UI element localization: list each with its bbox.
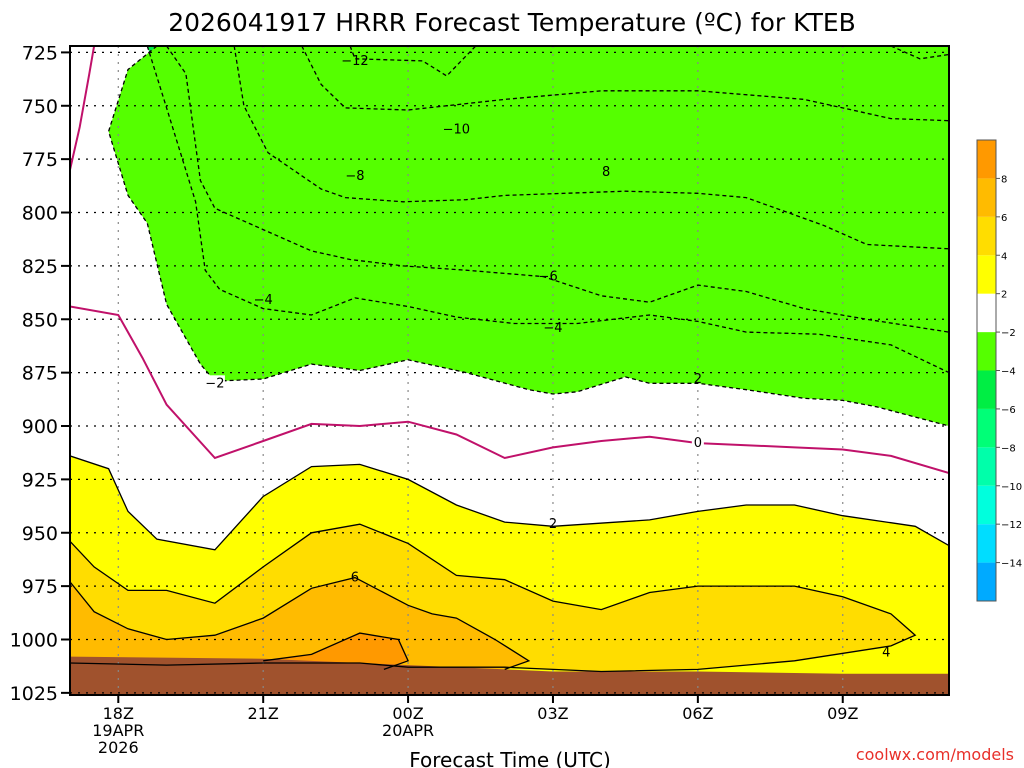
contour-line-4 (166, 46, 949, 333)
ground-layer (70, 656, 949, 695)
y-tick-label-3: 800 (22, 203, 58, 225)
colorbar-segment-8 (977, 255, 996, 294)
colorbar-label-6: −2 (1001, 328, 1016, 339)
credit-text: coolwx.com/models (856, 745, 1014, 764)
contour-lines (70, 46, 949, 673)
contour-labels: −12 −10 −8 8 −6 −4 −4 −2 2 0 2 6 4 (204, 54, 890, 660)
x-tick-sublabel-0-1: 2026 (98, 738, 139, 757)
y-tick-label-4: 825 (22, 256, 58, 278)
colorbar-label-7: 2 (1001, 290, 1007, 301)
contour-label-3: 8 (602, 165, 610, 180)
y-tick-label-8: 925 (22, 469, 58, 491)
colorbar-segment-4 (977, 408, 996, 448)
plot-frame (69, 45, 950, 696)
contour-line-7 (70, 46, 96, 171)
contour-label-10: 2 (549, 517, 557, 532)
colorbar-label-4: −6 (1001, 405, 1016, 416)
contour-line-3 (233, 46, 949, 250)
contour-label-11: 6 (351, 571, 359, 586)
y-tick-label-9: 950 (22, 523, 58, 545)
colorbar-segment-7 (977, 293, 996, 333)
contour-line-6 (107, 46, 949, 427)
colorbar-label-0: −14 (1001, 559, 1022, 570)
x-tick-label-0: 18Z (103, 704, 134, 723)
colorbar-label-8: 4 (1001, 251, 1007, 262)
contour-label-0: −12 (341, 54, 368, 69)
y-tick-label-7: 900 (22, 416, 58, 438)
contour-label-8: 2 (694, 372, 702, 387)
y-tick-label-5: 850 (22, 309, 58, 331)
x-tick-sublabel-0-0: 19APR (92, 721, 144, 740)
contour-label-bg-9 (691, 435, 704, 450)
contour-line-11 (70, 576, 531, 671)
colorbar-segment-10 (977, 178, 996, 217)
colorbar-label-10: 8 (1001, 174, 1007, 185)
colorbar-label-9: 6 (1001, 213, 1007, 224)
y-tick-label-6: 875 (22, 363, 58, 385)
contour-label-7: −2 (205, 376, 224, 391)
contour-label-6: −4 (543, 321, 562, 336)
contour-line-8 (70, 305, 949, 474)
contour-line-9 (70, 455, 949, 551)
contour-line-10 (70, 523, 917, 673)
colorbar-segment-3 (977, 447, 996, 486)
contour-line-5 (146, 46, 949, 374)
x-tick-label-5: 09Z (827, 704, 858, 723)
contour-line-2 (301, 46, 949, 122)
colorbar-label-2: −10 (1001, 482, 1022, 493)
colorbar-segment-1 (977, 524, 996, 563)
x-tick-label-1: 21Z (248, 704, 279, 723)
fill-region-9 (70, 577, 529, 670)
colorbar-segment-5 (977, 370, 996, 409)
x-axis-label: Forecast Time (UTC) (409, 748, 611, 768)
contour-label-9: 0 (694, 436, 702, 451)
contour-label-2: −8 (345, 169, 364, 184)
x-tick-sublabel-2-0: 20APR (382, 721, 434, 740)
contour-line-12 (263, 632, 409, 671)
ground-fill (70, 656, 949, 695)
y-axis: 725 750 775 800 825 850 875 900 925 950 975 1000 102… (10, 42, 70, 705)
contour-label-1: −10 (443, 122, 470, 137)
contour-label-5: −4 (254, 293, 273, 308)
colorbar-segment-2 (977, 485, 996, 525)
x-tick-label-4: 06Z (682, 704, 713, 723)
x-tick-label-3: 03Z (537, 704, 568, 723)
colorbar-segment-9 (977, 216, 996, 256)
x-tick-label-2: 00Z (392, 704, 423, 723)
y-tick-label-11: 1000 (10, 629, 58, 651)
contour-label-4: −6 (539, 270, 558, 285)
chart-title: 2026041917 HRRR Forecast Temperature (ºC… (168, 8, 856, 37)
colorbar: −14 −12 −10 −8 −6 −4 −2 2 4 6 8 (976, 139, 1022, 602)
contour-label-bg-7 (204, 375, 225, 390)
contour-line-0 (349, 46, 477, 77)
y-tick-label-12: 1025 (10, 683, 58, 705)
y-tick-label-0: 725 (22, 42, 58, 64)
y-tick-label-1: 750 (22, 96, 58, 118)
colorbar-segment-0 (977, 562, 996, 601)
contour-label-12: 4 (882, 645, 890, 660)
y-tick-label-10: 975 (22, 576, 58, 598)
colorbar-segment-11 (977, 140, 996, 179)
colorbar-label-3: −8 (1001, 443, 1016, 454)
colorbar-label-5: −4 (1001, 367, 1016, 378)
y-tick-label-2: 775 (22, 149, 58, 171)
colorbar-label-1: −12 (1001, 520, 1022, 531)
colorbar-segment-6 (977, 332, 996, 371)
contour-line-1 (890, 46, 949, 60)
